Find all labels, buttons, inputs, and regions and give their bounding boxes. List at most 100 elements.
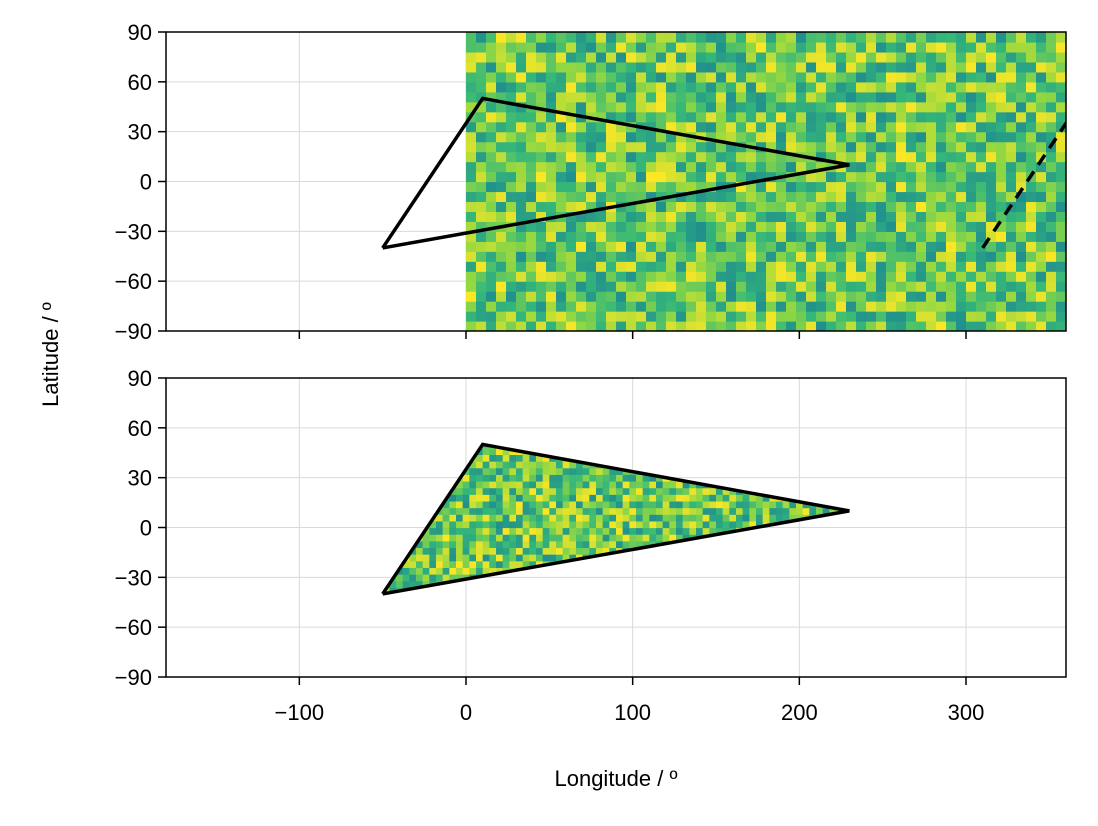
heatmap-cell (662, 507, 670, 515)
heatmap-cell (476, 81, 487, 93)
heatmap-cell (636, 534, 644, 542)
heatmap-cell (1026, 271, 1037, 282)
heatmap-cell (742, 480, 750, 489)
heatmap-cell (722, 587, 730, 594)
heatmap-cell (729, 547, 737, 555)
heatmap-cell (776, 181, 787, 193)
x-tick-label: 100 (614, 700, 651, 725)
heatmap-cell (646, 91, 657, 103)
heatmap-cell (536, 467, 544, 475)
heatmap-cell (476, 181, 487, 193)
heatmap-cell (622, 540, 630, 549)
heatmap-cell (749, 520, 757, 529)
heatmap-cell (746, 181, 757, 193)
heatmap-cell (703, 594, 710, 601)
heatmap-cell (716, 61, 727, 73)
heatmap-cell (682, 567, 690, 575)
heatmap-cell (826, 201, 837, 212)
heatmap-cell (1016, 61, 1027, 73)
heatmap-cell (656, 321, 667, 331)
heatmap-cell (396, 480, 404, 489)
heatmap-cell (996, 171, 1007, 183)
heatmap-cell (866, 221, 877, 232)
heatmap-cell (709, 434, 716, 441)
heatmap-cell (886, 221, 897, 232)
x-tick-label: 200 (781, 700, 818, 725)
heatmap-cell (1036, 181, 1047, 193)
heatmap-cell (636, 560, 644, 568)
heatmap-cell (502, 560, 510, 568)
heatmap-cell (422, 494, 430, 502)
heatmap-cell (796, 271, 807, 282)
heatmap-cell (476, 301, 487, 312)
heatmap-cell (509, 534, 517, 542)
heatmap-cell (856, 191, 867, 203)
heatmap-cell (542, 454, 550, 462)
heatmap-cell (709, 547, 717, 555)
heatmap-cell (736, 560, 744, 568)
heatmap-cell (776, 201, 787, 212)
heatmap-cell (582, 487, 590, 495)
heatmap-cell (1036, 241, 1047, 252)
heatmap-cell (716, 211, 727, 222)
heatmap-cell (489, 567, 497, 575)
heatmap-cell (556, 534, 564, 542)
heatmap-cell (1016, 141, 1027, 153)
heatmap-cell (916, 191, 927, 203)
heatmap-cell (486, 251, 497, 262)
heatmap-cell (849, 528, 856, 535)
heatmap-cell (849, 501, 856, 508)
heatmap-cell (796, 311, 807, 322)
heatmap-cell (886, 161, 897, 173)
heatmap-cell (956, 221, 967, 232)
heatmap-cell (569, 474, 577, 482)
heatmap-cell (646, 101, 657, 113)
heatmap-cell (556, 321, 567, 331)
heatmap-cell (546, 151, 557, 163)
heatmap-cell (636, 587, 644, 594)
heatmap-cell (789, 560, 797, 568)
heatmap-cell (686, 301, 697, 312)
heatmap-cell (746, 321, 757, 331)
heatmap-cell (656, 241, 667, 252)
heatmap-cell (662, 454, 670, 462)
heatmap-cell (746, 61, 757, 73)
heatmap-cell (562, 514, 570, 522)
heatmap-cell (486, 101, 497, 113)
heatmap-cell (436, 554, 444, 562)
heatmap-cell (816, 191, 827, 203)
heatmap-cell (576, 81, 587, 93)
heatmap-cell (569, 534, 577, 542)
heatmap-cell (643, 594, 650, 601)
heatmap-cell (656, 454, 664, 462)
heatmap-cell (656, 467, 664, 475)
heatmap-cell (526, 181, 537, 193)
heatmap-cell (836, 467, 844, 475)
heatmap-cell (776, 61, 787, 73)
heatmap-cell (626, 171, 637, 183)
heatmap-cell (496, 231, 507, 242)
heatmap-cell (1036, 301, 1047, 312)
heatmap-cell (476, 191, 487, 203)
heatmap-cell (716, 311, 727, 322)
heatmap-cell (456, 454, 464, 462)
heatmap-cell (809, 467, 817, 475)
heatmap-cell (836, 547, 844, 555)
heatmap-cell (542, 540, 550, 549)
heatmap-cell (822, 540, 830, 549)
heatmap-cell (602, 567, 610, 575)
heatmap-cell (616, 467, 624, 475)
heatmap-cell (866, 181, 877, 193)
heatmap-cell (596, 32, 607, 43)
heatmap-cell (729, 507, 737, 515)
heatmap-cell (689, 567, 697, 575)
heatmap-cell (936, 321, 947, 331)
heatmap-cell (702, 500, 710, 509)
heatmap-cell (716, 221, 727, 232)
heatmap-cell (602, 527, 610, 535)
heatmap-cell (749, 587, 757, 594)
heatmap-cell (486, 131, 497, 143)
heatmap-cell (946, 171, 957, 183)
heatmap-cell (826, 311, 837, 322)
heatmap-cell (769, 527, 777, 535)
